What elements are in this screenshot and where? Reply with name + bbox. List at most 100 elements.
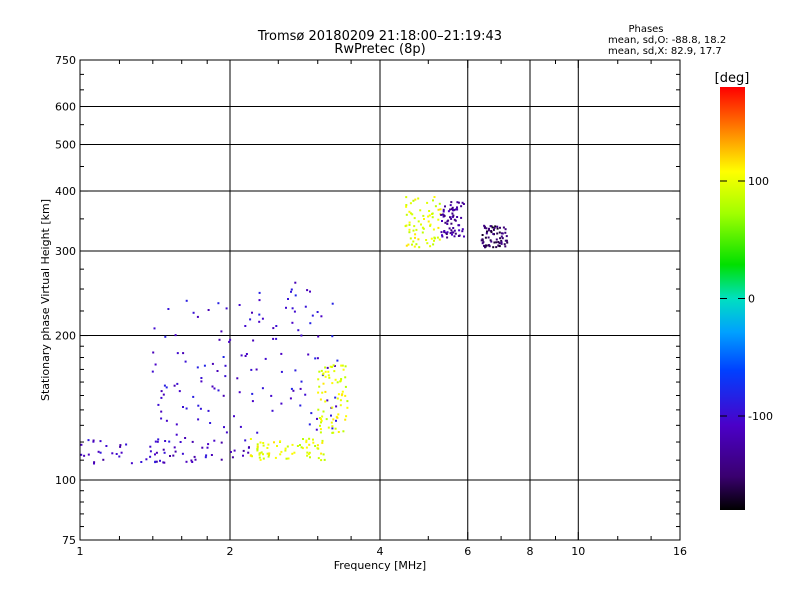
data-point bbox=[340, 378, 343, 380]
data-point bbox=[163, 451, 166, 454]
data-point bbox=[273, 441, 275, 444]
data-point bbox=[87, 453, 90, 456]
data-point bbox=[92, 439, 95, 442]
data-point bbox=[192, 395, 195, 398]
x-tick-label: 16 bbox=[673, 545, 687, 558]
data-point bbox=[327, 374, 330, 377]
data-point bbox=[308, 437, 311, 440]
data-point bbox=[490, 240, 493, 243]
data-point bbox=[504, 239, 507, 242]
data-point bbox=[299, 444, 301, 446]
data-point bbox=[493, 227, 496, 229]
data-point bbox=[484, 236, 487, 239]
y-tick-label: 75 bbox=[62, 534, 76, 547]
data-point bbox=[327, 426, 330, 429]
data-point bbox=[409, 212, 412, 215]
data-point bbox=[175, 433, 178, 436]
data-point bbox=[422, 214, 425, 217]
data-point bbox=[453, 235, 456, 238]
data-point bbox=[481, 242, 484, 245]
data-point bbox=[80, 443, 83, 446]
x-tick-label: 6 bbox=[464, 545, 471, 558]
data-point bbox=[205, 454, 208, 457]
data-point bbox=[306, 454, 309, 457]
data-point bbox=[320, 421, 322, 424]
data-point bbox=[305, 446, 308, 449]
data-point bbox=[164, 440, 167, 442]
data-point bbox=[203, 364, 206, 367]
data-point bbox=[335, 405, 338, 408]
data-point bbox=[457, 201, 460, 204]
data-point bbox=[280, 402, 283, 405]
data-point bbox=[307, 353, 310, 356]
data-point bbox=[216, 370, 219, 372]
data-point bbox=[157, 438, 160, 441]
data-point bbox=[438, 202, 441, 205]
data-point bbox=[441, 234, 443, 237]
colorbar-label: [deg] bbox=[715, 71, 750, 86]
data-point bbox=[120, 451, 123, 454]
data-point bbox=[184, 437, 187, 439]
data-point bbox=[429, 245, 432, 248]
data-point bbox=[340, 364, 343, 367]
data-point bbox=[437, 208, 440, 211]
data-point bbox=[229, 451, 232, 453]
data-point bbox=[119, 445, 122, 448]
y-tick-label: 500 bbox=[55, 139, 76, 152]
data-point bbox=[102, 458, 105, 461]
data-point bbox=[155, 451, 158, 454]
data-point bbox=[300, 380, 303, 383]
data-point bbox=[405, 244, 408, 247]
data-point bbox=[316, 447, 319, 450]
data-point bbox=[268, 454, 270, 456]
data-point bbox=[445, 233, 448, 235]
data-point bbox=[266, 447, 269, 449]
data-point bbox=[301, 447, 304, 450]
data-point bbox=[451, 215, 454, 218]
data-point bbox=[434, 205, 437, 208]
data-point bbox=[172, 454, 175, 457]
data-point bbox=[432, 199, 434, 202]
data-point bbox=[317, 391, 320, 394]
data-point bbox=[339, 380, 342, 383]
data-point bbox=[169, 455, 171, 457]
data-point bbox=[331, 335, 334, 338]
data-point bbox=[256, 445, 259, 448]
data-point bbox=[339, 399, 342, 402]
data-point bbox=[451, 208, 453, 211]
data-point bbox=[119, 444, 122, 447]
data-point bbox=[260, 451, 263, 454]
data-point bbox=[320, 369, 323, 372]
data-point bbox=[258, 456, 261, 459]
data-point bbox=[244, 439, 247, 442]
data-point bbox=[499, 226, 501, 229]
data-point bbox=[408, 210, 411, 213]
data-point bbox=[312, 441, 315, 444]
data-point bbox=[173, 446, 176, 449]
data-point bbox=[456, 206, 458, 209]
data-point bbox=[326, 366, 329, 369]
data-point bbox=[304, 393, 307, 396]
data-point bbox=[446, 223, 449, 225]
y-tick-label: 750 bbox=[55, 54, 76, 67]
data-point bbox=[149, 450, 152, 453]
data-point bbox=[337, 393, 340, 396]
data-point bbox=[336, 416, 339, 419]
data-point bbox=[330, 366, 333, 368]
data-point bbox=[449, 208, 452, 211]
data-point bbox=[449, 204, 452, 207]
data-point bbox=[92, 440, 95, 443]
data-point bbox=[334, 427, 337, 430]
data-point bbox=[336, 359, 339, 362]
data-point bbox=[443, 230, 446, 232]
data-point bbox=[258, 452, 261, 455]
data-point bbox=[304, 305, 307, 308]
data-point bbox=[344, 376, 347, 379]
data-point bbox=[500, 232, 503, 235]
y-tick-label: 400 bbox=[55, 185, 76, 198]
data-point bbox=[287, 298, 289, 300]
data-point bbox=[407, 243, 410, 246]
data-point bbox=[249, 318, 252, 321]
data-point bbox=[335, 419, 337, 422]
data-point bbox=[211, 362, 214, 365]
